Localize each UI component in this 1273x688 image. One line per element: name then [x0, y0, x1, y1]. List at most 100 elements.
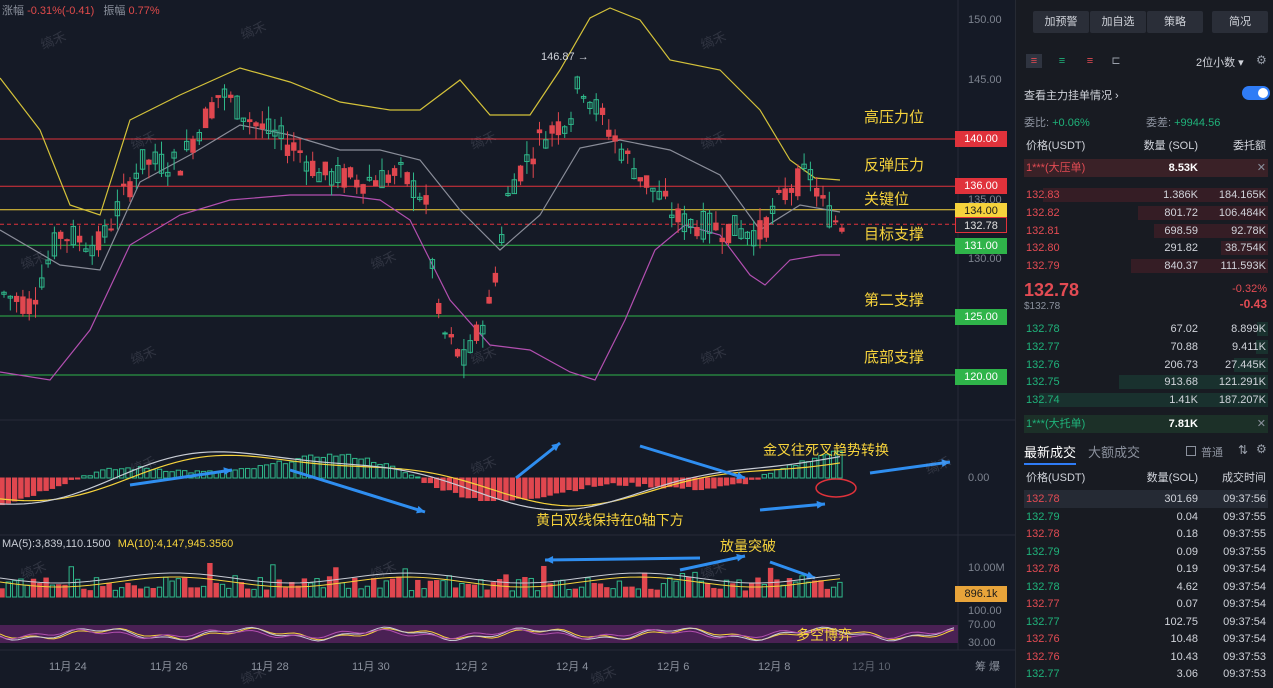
candle-body [795, 168, 801, 197]
macd-bar [641, 477, 648, 485]
candle-body [511, 179, 517, 195]
candle-body [335, 164, 341, 184]
book-bids-icon[interactable]: ≡ [1058, 55, 1066, 67]
main-orders-toggle[interactable] [1242, 86, 1270, 100]
ask-row[interactable]: 132.82 801.72 106.484K [1024, 204, 1268, 222]
close-icon[interactable]: ✕ [1256, 162, 1266, 174]
candle-body [322, 161, 329, 176]
annotation-arrow-head [736, 553, 745, 562]
oscillator-line-j [0, 628, 955, 640]
macd-bar [484, 477, 490, 501]
candle-body [354, 179, 360, 188]
last-price-usd: $132.78 [1024, 301, 1061, 312]
volume-bar [648, 588, 654, 598]
bid-row[interactable]: 132.74 1.41K 187.207K [1024, 391, 1268, 409]
macd-bar [5, 477, 11, 504]
candle-body [650, 187, 656, 192]
alert-button[interactable]: 加预警 [1033, 11, 1089, 33]
decimals-select[interactable]: 2位小数 ▾ [1196, 57, 1244, 69]
candle-body [404, 172, 410, 185]
bid-row[interactable]: 132.76 206.73 27.445K [1024, 356, 1268, 374]
volume-bar [780, 584, 786, 598]
filter-icon[interactable]: ⇅ [1238, 443, 1249, 457]
volume-bar [459, 582, 465, 598]
trade-row: 132.76 10.43 09:37:53 [1024, 648, 1268, 666]
candle-body [467, 340, 473, 353]
macd-bar [282, 463, 289, 479]
strategy-button[interactable]: 策略 [1147, 11, 1203, 33]
tab-large-trades[interactable]: 大额成交 [1088, 445, 1141, 460]
bid-big-order[interactable]: 1***(大托单) 7.81K ✕ [1024, 415, 1268, 433]
ask-row[interactable]: 132.83 1.386K 184.165K [1024, 186, 1268, 204]
add-watchlist-button[interactable]: 加自选 [1090, 11, 1146, 33]
macd-bar [623, 477, 629, 486]
volume-bar [711, 587, 717, 598]
close-icon[interactable]: ✕ [1256, 418, 1266, 430]
macd-bar [509, 477, 516, 501]
macd-bar [440, 477, 446, 491]
trade-price: 132.78 [1026, 563, 1060, 575]
candle-body [662, 190, 669, 197]
settings-icon[interactable]: ⚙ [1256, 442, 1267, 456]
candle-body [328, 171, 335, 186]
candle-body [417, 196, 423, 200]
candle-body [517, 165, 524, 182]
candle-body [536, 129, 543, 134]
macd-bar [528, 477, 534, 499]
order-book-title[interactable]: 查看主力挂单情况 › [1024, 90, 1119, 102]
candle-body [656, 190, 662, 200]
candle-body [13, 295, 20, 302]
macd-bar [11, 477, 18, 502]
trade-price: 132.76 [1026, 633, 1060, 645]
chart-canvas[interactable] [0, 0, 1015, 688]
macd-bar [478, 477, 484, 502]
annotation-arrow [679, 554, 746, 572]
candle-body [719, 237, 725, 243]
normal-checkbox[interactable] [1186, 446, 1196, 456]
macd-bar [49, 477, 56, 489]
macd-bar [629, 477, 635, 483]
candle-body [593, 99, 599, 115]
ask-big-order[interactable]: 1***(大压单) 8.53K ✕ [1024, 159, 1268, 177]
ask-row[interactable]: 132.79 840.37 111.593K [1024, 257, 1268, 275]
current-price-tag: 132.78 [955, 217, 1007, 233]
ask-row[interactable]: 132.80 291.82 38.754K [1024, 239, 1268, 257]
ask-price: 132.79 [1026, 260, 1060, 273]
overview-button[interactable]: 简况 [1212, 11, 1268, 33]
bid-row[interactable]: 132.75 913.68 121.291K [1024, 373, 1268, 391]
annotation-arrow-head [736, 471, 745, 480]
macd-bar [144, 467, 150, 479]
bid-row[interactable]: 132.77 70.88 9.411K [1024, 338, 1268, 356]
volume-bar [679, 573, 686, 598]
macd-bar [497, 477, 503, 500]
bid-row[interactable]: 132.78 67.02 8.899K [1024, 320, 1268, 338]
candle-body [543, 139, 549, 149]
candle-body [26, 298, 32, 315]
tab-latest-trades[interactable]: 最新成交 [1024, 442, 1077, 465]
candle-body [83, 248, 89, 252]
date-label: 12月 2 [455, 661, 488, 673]
chart-area[interactable]: 涨幅 -0.31%(-0.41) 振幅 0.77% 150.00 145.00 … [0, 0, 1015, 688]
volume-bar [717, 588, 723, 598]
change-header: 涨幅 -0.31%(-0.41) 振幅 0.77% [2, 2, 160, 18]
settings-icon[interactable]: ⚙ [1256, 53, 1267, 67]
book-both-icon[interactable]: ≡ [1026, 54, 1042, 68]
candle-body [675, 208, 681, 223]
volume-bar [818, 580, 824, 598]
annotation-volume: 放量突破 [720, 538, 776, 554]
book-settings-icon[interactable]: ⊏ [1111, 55, 1121, 67]
order-book-header: 价格(USDT) 数量 (SOL) 委托额 [1026, 140, 1266, 152]
volume-bar [68, 566, 74, 598]
trade-qty: 10.48 [1170, 633, 1198, 645]
book-asks-icon[interactable]: ≡ [1086, 55, 1094, 67]
osc-axis-label: 100.00 [968, 605, 1002, 617]
change-value: -0.31%(-0.41) [27, 5, 95, 17]
ask-row[interactable]: 132.81 698.59 92.78K [1024, 222, 1268, 240]
trade-qty: 102.75 [1164, 615, 1198, 628]
candle-body [196, 132, 203, 142]
annotation-arrow-head [551, 443, 560, 452]
trade-time: 09:37:54 [1223, 580, 1266, 593]
volume-bar [408, 590, 415, 598]
volume-bar [421, 588, 427, 598]
candle-body [259, 123, 266, 130]
